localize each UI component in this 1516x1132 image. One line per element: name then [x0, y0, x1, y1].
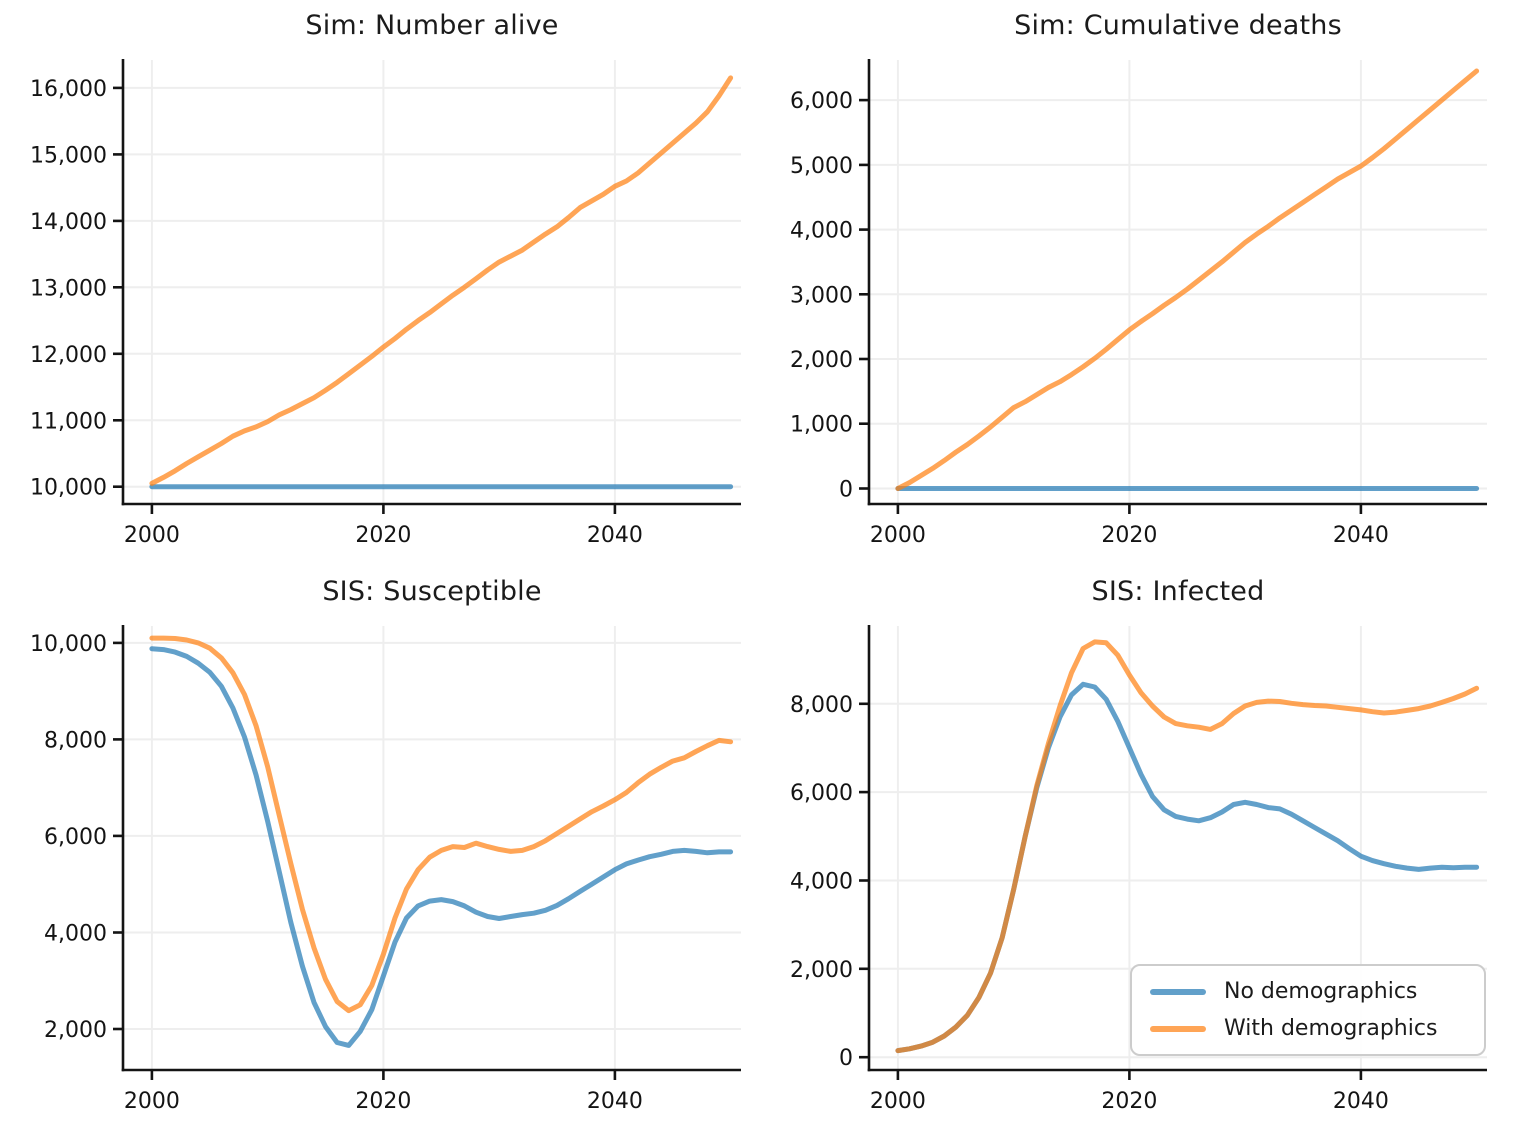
sis-susceptible-plot: 2000 2020 2040 2,000 4,000 6,000 8,000 10,000 [30, 625, 741, 1114]
chart-title-number-alive: Sim: Number alive [305, 10, 559, 41]
svg-text:2000: 2000 [870, 1089, 926, 1114]
svg-text:2020: 2020 [1101, 523, 1157, 548]
svg-text:13,000: 13,000 [30, 276, 107, 301]
svg-text:1,000: 1,000 [790, 413, 853, 438]
svg-text:10,000: 10,000 [30, 476, 107, 501]
svg-text:16,000: 16,000 [30, 77, 107, 102]
svg-text:8,000: 8,000 [44, 728, 107, 753]
svg-text:3,000: 3,000 [790, 283, 853, 308]
svg-text:4,000: 4,000 [790, 219, 853, 244]
svg-text:11,000: 11,000 [30, 409, 107, 434]
cumulative-deaths-plot: 2000 2020 2040 0 1,000 2,000 3,000 4,000 5,000 6,… [790, 59, 1487, 548]
chart-panel-sis-susceptible: 2000 2020 2040 2,000 4,000 6,000 8,000 10,000 S… [0, 566, 758, 1132]
number-alive-plot: 2000 2020 2040 10,000 11,000 12,000 13,000 14,0… [30, 59, 741, 548]
svg-text:2040: 2040 [1333, 1089, 1389, 1114]
svg-text:2040: 2040 [587, 523, 643, 548]
svg-text:2000: 2000 [124, 1089, 180, 1114]
svg-text:2020: 2020 [1101, 1089, 1157, 1114]
svg-text:2020: 2020 [355, 523, 411, 548]
svg-text:2,000: 2,000 [790, 958, 853, 983]
svg-text:5,000: 5,000 [790, 154, 853, 179]
svg-text:12,000: 12,000 [30, 343, 107, 368]
svg-text:6,000: 6,000 [790, 89, 853, 114]
svg-text:4,000: 4,000 [44, 922, 107, 947]
svg-text:10,000: 10,000 [30, 632, 107, 657]
svg-text:2,000: 2,000 [790, 348, 853, 373]
legend-label-no-demographics: No demographics [1224, 979, 1418, 1004]
svg-text:0: 0 [839, 1046, 853, 1071]
chart-panel-cumulative-deaths: 2000 2020 2040 0 1,000 2,000 3,000 4,000 5,000 6,… [758, 0, 1516, 566]
legend: No demographics With demographics [1130, 964, 1486, 1056]
legend-item-no-demographics: No demographics [1150, 979, 1466, 1004]
svg-text:0: 0 [839, 478, 853, 503]
svg-text:8,000: 8,000 [790, 693, 853, 718]
svg-text:2000: 2000 [124, 523, 180, 548]
chart-title-cumulative-deaths: Sim: Cumulative deaths [1014, 10, 1342, 41]
chart-panel-sis-infected: 2000 2020 2040 0 2,000 4,000 6,000 8,000 SIS: I… [758, 566, 1516, 1132]
legend-label-with-demographics: With demographics [1224, 1016, 1438, 1041]
chart-title-sis-susceptible: SIS: Susceptible [322, 576, 542, 607]
svg-text:4,000: 4,000 [790, 870, 853, 895]
svg-text:2040: 2040 [587, 1089, 643, 1114]
svg-text:14,000: 14,000 [30, 210, 107, 235]
svg-text:2000: 2000 [870, 523, 926, 548]
sis-infected-plot: 2000 2020 2040 0 2,000 4,000 6,000 8,000 [790, 625, 1487, 1114]
svg-text:2040: 2040 [1333, 523, 1389, 548]
legend-swatch-no-demographics [1150, 988, 1206, 995]
chart-title-sis-infected: SIS: Infected [1091, 576, 1265, 607]
svg-text:2020: 2020 [355, 1089, 411, 1114]
chart-panel-number-alive: 2000 2020 2040 10,000 11,000 12,000 13,000 14,0… [0, 0, 758, 566]
legend-swatch-with-demographics [1150, 1025, 1206, 1032]
svg-text:6,000: 6,000 [44, 825, 107, 850]
svg-text:6,000: 6,000 [790, 781, 853, 806]
svg-text:2,000: 2,000 [44, 1018, 107, 1043]
svg-text:15,000: 15,000 [30, 143, 107, 168]
legend-item-with-demographics: With demographics [1150, 1016, 1466, 1041]
